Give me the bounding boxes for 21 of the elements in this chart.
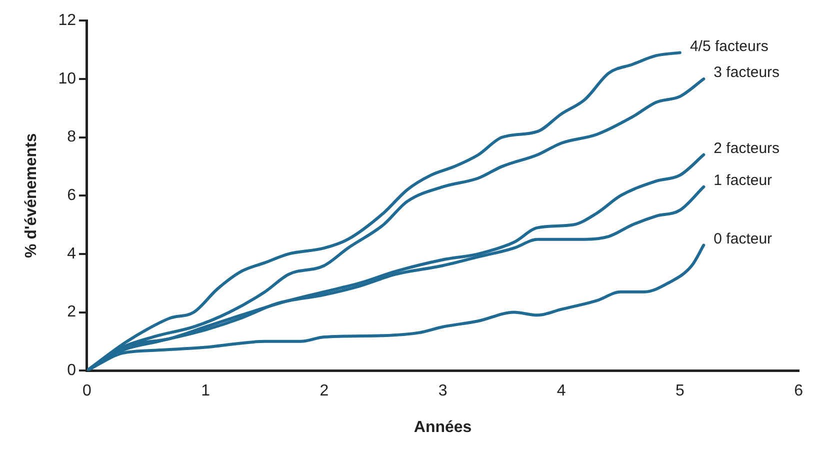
series-label: 2 facteurs: [714, 140, 780, 157]
x-tick-label: 1: [201, 382, 210, 400]
x-tick-label: 3: [438, 382, 448, 400]
series-label: 4/5 facteurs: [690, 38, 768, 55]
y-tick-label: 2: [67, 304, 76, 321]
x-axis-title: Années: [414, 418, 472, 436]
x-tick-label: 5: [676, 382, 685, 400]
x-tick-label: 6: [794, 382, 804, 400]
y-tick-label: 10: [58, 70, 76, 88]
y-tick-label: 4: [67, 245, 76, 262]
y-tick-label: 8: [67, 128, 76, 146]
x-tick-label: 4: [556, 382, 566, 400]
series-label: 3 facteurs: [714, 64, 780, 82]
series-label: 0 facteur: [714, 230, 772, 248]
y-tick-label: 0: [67, 362, 76, 380]
series-label: 1 facteur: [714, 172, 772, 189]
y-tick-label: 12: [58, 12, 76, 30]
x-tick-label: 2: [320, 382, 329, 400]
y-axis-title: % d'événements: [23, 133, 40, 258]
y-tick-label: 6: [67, 187, 76, 204]
x-tick-label: 0: [82, 382, 92, 400]
